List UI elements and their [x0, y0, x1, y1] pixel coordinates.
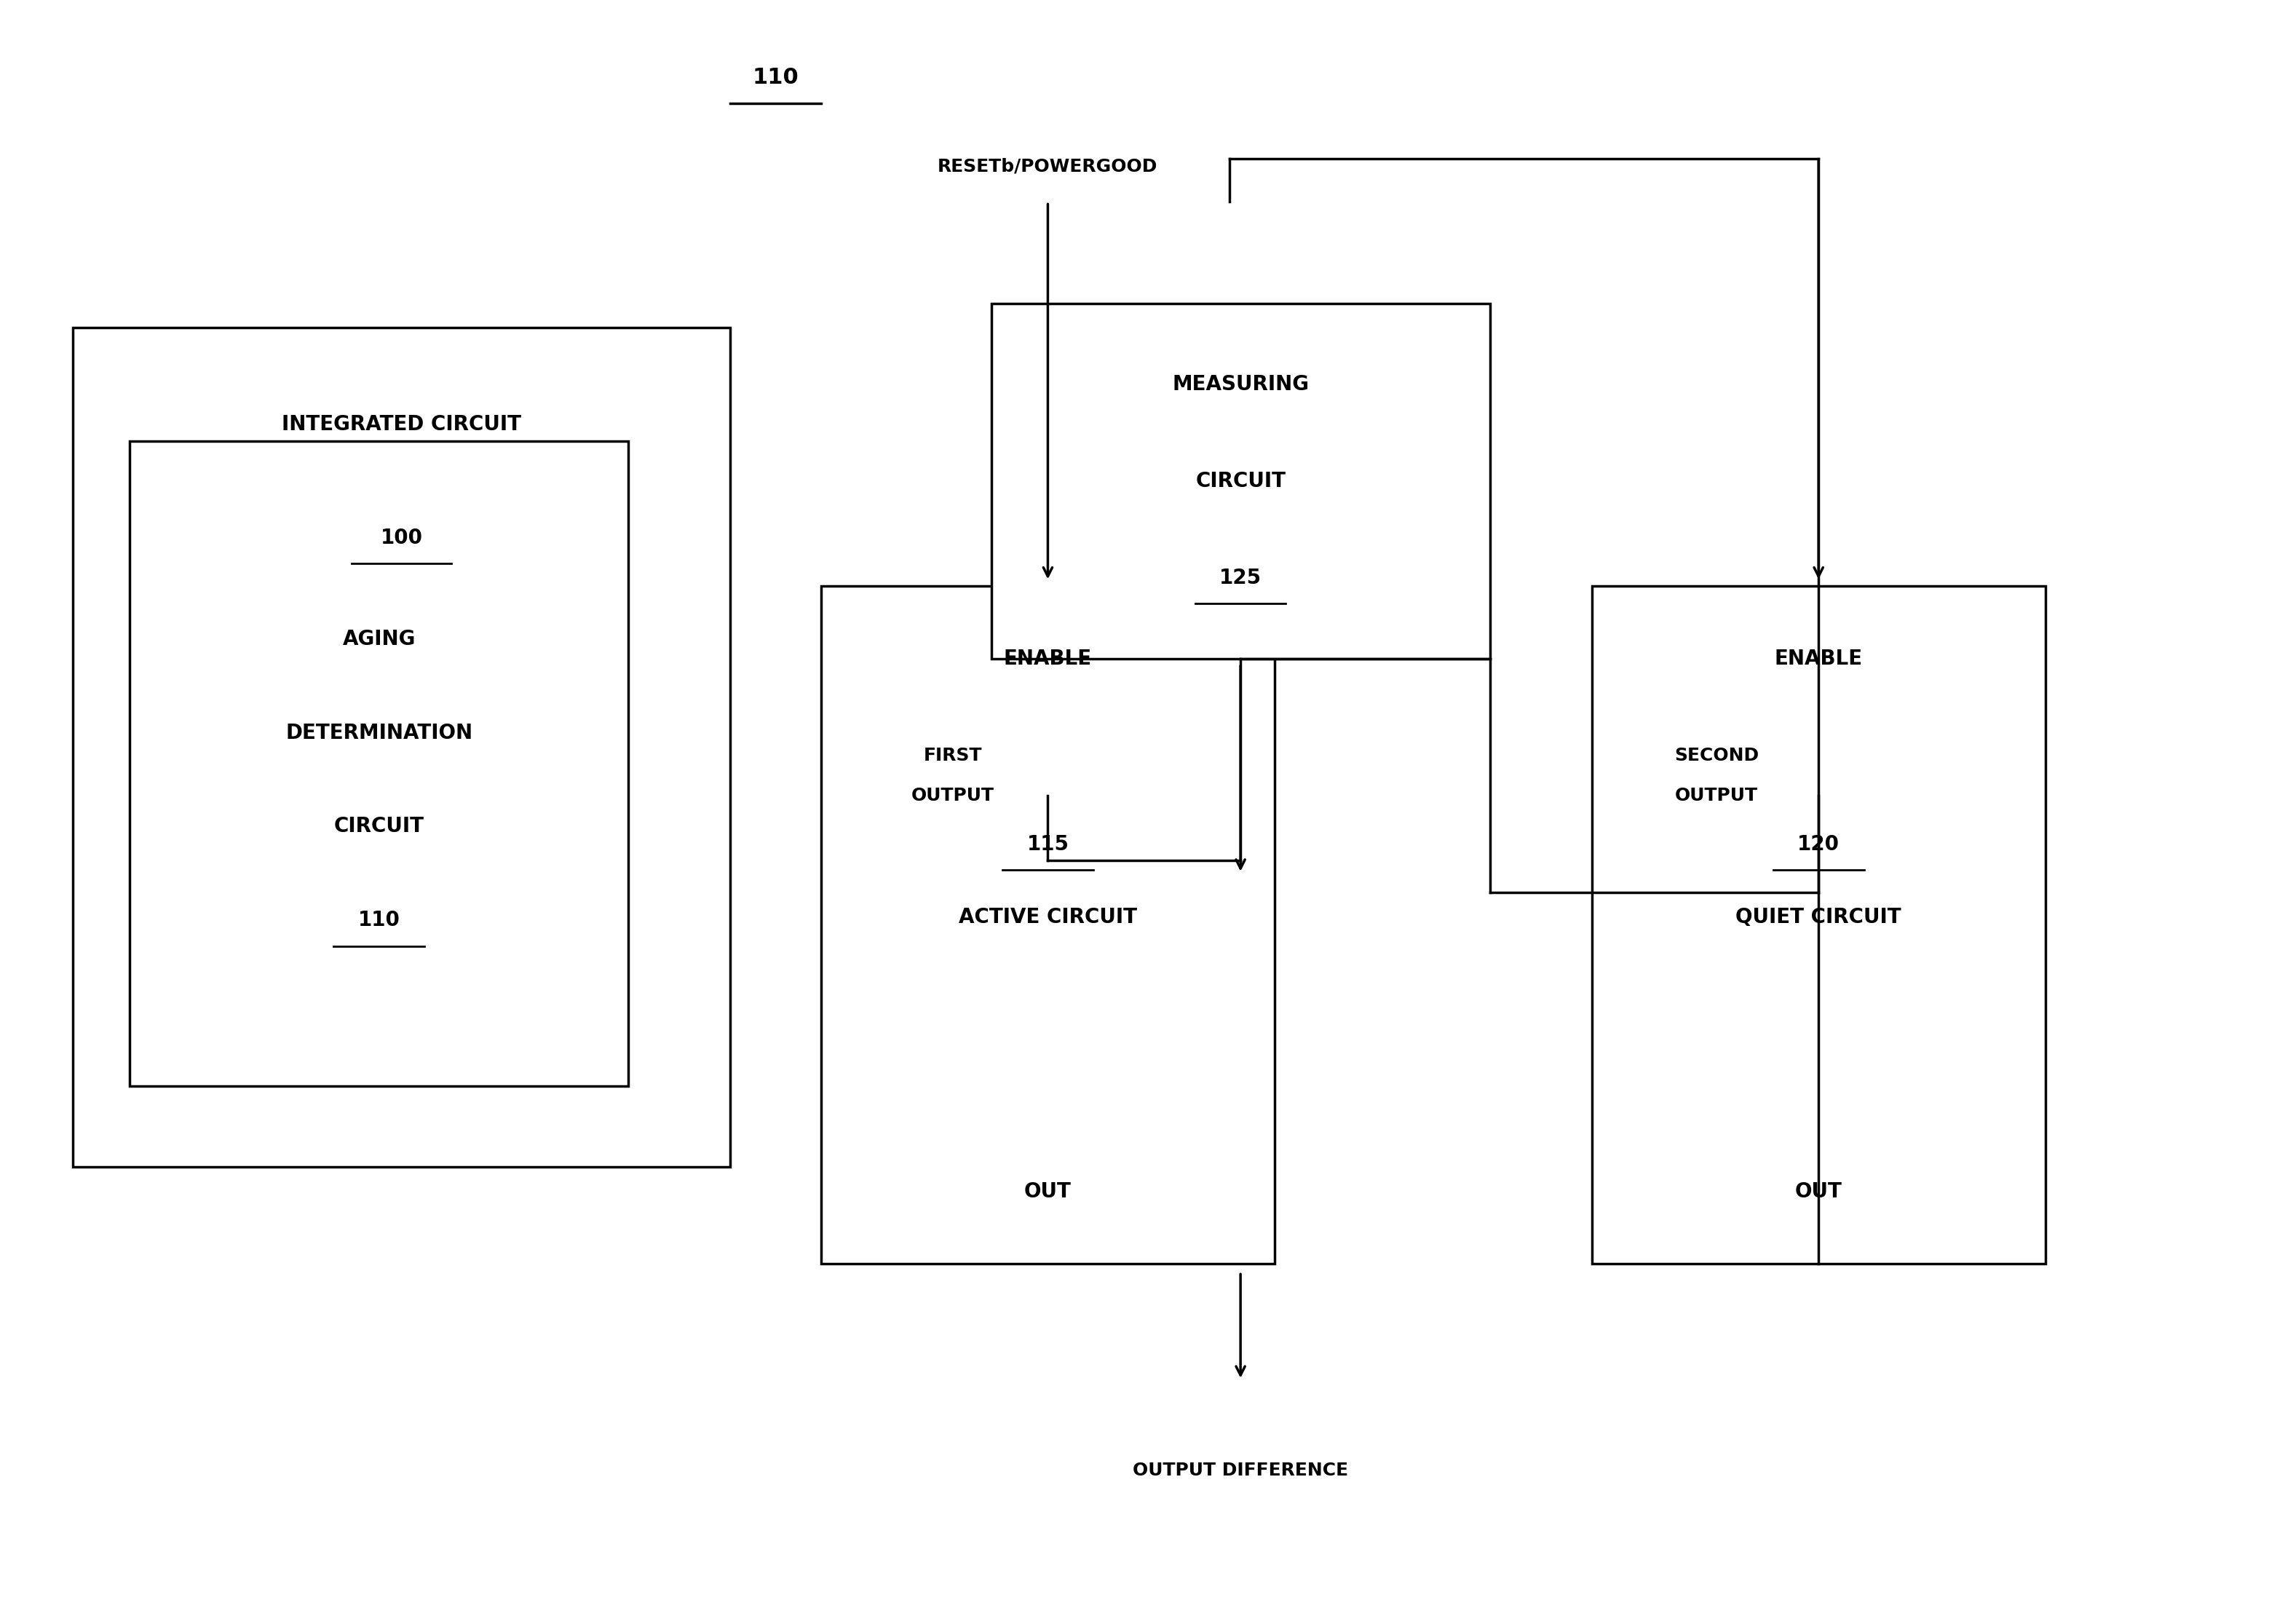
Text: MEASURING: MEASURING	[1173, 374, 1309, 395]
Bar	[822, 586, 1275, 1263]
Text: OUT: OUT	[1025, 1181, 1072, 1202]
Text: CIRCUIT: CIRCUIT	[335, 817, 424, 836]
Text: RESETb/POWERGOOD: RESETb/POWERGOOD	[938, 158, 1159, 175]
Text: 110: 110	[754, 67, 799, 88]
Bar	[73, 328, 731, 1168]
Text: 110: 110	[357, 909, 401, 931]
Text: INTEGRATED CIRCUIT: INTEGRATED CIRCUIT	[282, 414, 521, 435]
Text: 100: 100	[380, 528, 424, 547]
Text: FIRST: FIRST	[922, 747, 981, 765]
Text: DETERMINATION: DETERMINATION	[285, 723, 474, 744]
Text: ENABLE: ENABLE	[1774, 648, 1863, 669]
Text: CIRCUIT: CIRCUIT	[1195, 471, 1287, 492]
Bar	[990, 304, 1489, 659]
Bar	[1592, 586, 2045, 1263]
Text: QUIET CIRCUIT: QUIET CIRCUIT	[1735, 906, 1901, 927]
Text: 120: 120	[1797, 835, 1840, 854]
Text: 125: 125	[1220, 568, 1261, 588]
Text: ENABLE: ENABLE	[1004, 648, 1093, 669]
Text: SECOND: SECOND	[1674, 747, 1758, 765]
Text: OUTPUT DIFFERENCE: OUTPUT DIFFERENCE	[1132, 1462, 1348, 1479]
Text: ACTIVE CIRCUIT: ACTIVE CIRCUIT	[959, 906, 1136, 927]
Text: OUTPUT: OUTPUT	[1676, 788, 1758, 804]
Text: AGING: AGING	[342, 628, 417, 650]
Text: OUT: OUT	[1794, 1181, 1842, 1202]
Text: 115: 115	[1027, 835, 1068, 854]
Text: OUTPUT: OUTPUT	[911, 788, 995, 804]
Bar	[130, 440, 628, 1086]
